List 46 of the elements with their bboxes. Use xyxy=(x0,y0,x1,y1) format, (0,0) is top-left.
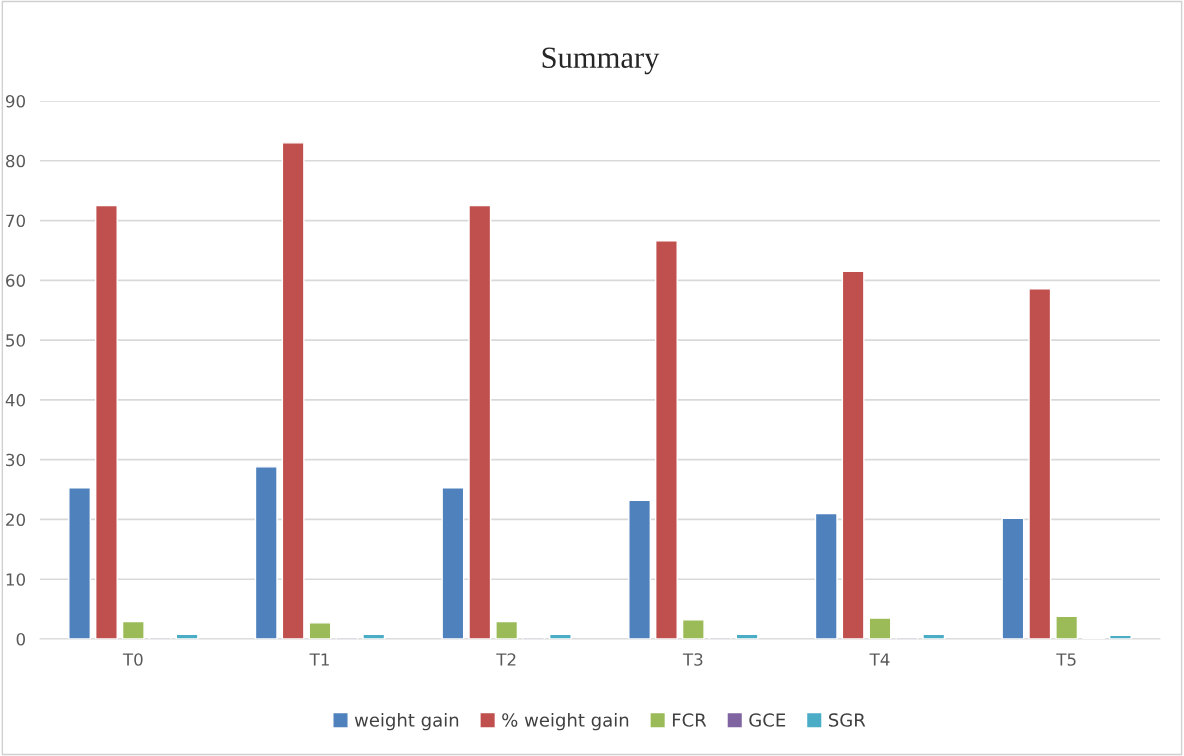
legend-label: GCE xyxy=(749,713,786,727)
y-tick-label: 30 xyxy=(6,453,25,467)
bar xyxy=(254,466,278,639)
bar xyxy=(868,617,892,639)
bar xyxy=(308,622,332,639)
x-tick-label: T1 xyxy=(309,653,329,666)
legend-label: weight gain xyxy=(354,712,459,731)
chart-title: Summary xyxy=(542,47,660,75)
bar xyxy=(814,512,838,639)
bar xyxy=(735,633,759,639)
bar xyxy=(922,633,946,639)
bar xyxy=(495,620,519,639)
bar xyxy=(362,633,386,639)
y-tick-label: 90 xyxy=(5,94,25,108)
y-tick-label: 0 xyxy=(16,632,25,646)
bar xyxy=(681,619,705,639)
y-tick-label: 50 xyxy=(6,334,25,347)
x-tick-label: T3 xyxy=(682,653,703,666)
y-tick-label: 80 xyxy=(6,154,25,168)
y-tick-label: 40 xyxy=(5,393,25,407)
bar xyxy=(1108,634,1132,639)
legend-label: FCR xyxy=(672,713,707,727)
y-tick-label: 60 xyxy=(6,274,25,287)
legend-label: SGR xyxy=(829,713,866,727)
bar xyxy=(468,204,492,639)
bar xyxy=(1028,288,1052,639)
bar xyxy=(628,499,652,639)
y-tick-label: 70 xyxy=(6,214,25,228)
x-tick-label: T5 xyxy=(1056,653,1076,666)
x-tick-label: T4 xyxy=(869,653,890,666)
bar xyxy=(441,487,465,639)
bar xyxy=(175,633,199,639)
x-tick-label: T2 xyxy=(496,653,516,666)
bar xyxy=(548,633,572,639)
y-tick-label: 20 xyxy=(6,513,25,527)
bar xyxy=(68,487,92,639)
x-tick-label: T0 xyxy=(122,653,143,666)
bar xyxy=(1055,615,1079,639)
bar xyxy=(655,240,678,639)
bar xyxy=(841,270,865,639)
bar xyxy=(281,142,305,639)
legend-label: % weight gain xyxy=(502,712,629,731)
bar xyxy=(1001,517,1025,639)
y-tick-label: 10 xyxy=(6,573,25,586)
bar xyxy=(95,204,118,639)
bar xyxy=(121,620,145,639)
